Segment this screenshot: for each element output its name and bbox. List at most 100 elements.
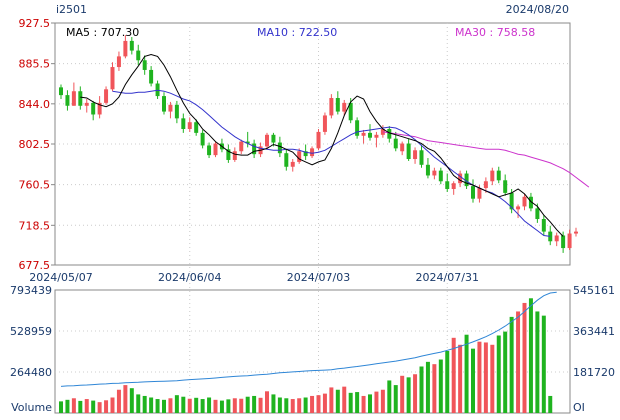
candle-up — [432, 170, 437, 176]
volume-bar — [528, 298, 533, 413]
volume-bar — [316, 395, 321, 413]
candle-down — [528, 196, 533, 209]
volume-bar — [490, 344, 495, 413]
candle-up — [316, 131, 321, 149]
price-tick-label: 760.5 — [19, 179, 51, 192]
candle-down — [509, 192, 514, 210]
candle-up — [361, 132, 366, 136]
candle-down — [200, 132, 205, 146]
volume-bar — [258, 397, 263, 413]
candle-down — [65, 95, 70, 106]
candle-up — [310, 148, 315, 157]
volume-bar — [290, 399, 295, 413]
volume-bar — [438, 359, 443, 413]
volume-bar — [509, 316, 514, 413]
volume-bar — [368, 394, 372, 413]
date-tick-label: 2024/07/03 — [287, 271, 350, 284]
volume-bar — [97, 402, 102, 413]
candle-up — [451, 183, 456, 190]
volume-bar — [342, 386, 347, 413]
volume-bar — [380, 389, 385, 413]
volume-bar — [149, 397, 154, 413]
volume-bar — [265, 391, 269, 413]
volume-bar — [207, 397, 212, 413]
candle-down — [181, 118, 186, 129]
volume-bar — [65, 399, 70, 413]
volume-bar — [200, 399, 205, 413]
candle-down — [425, 164, 430, 176]
volume-bar — [181, 396, 186, 413]
ma10-legend: MA10 : 722.50 — [257, 26, 337, 39]
candle-down — [142, 60, 147, 70]
candle-up — [374, 134, 379, 138]
volume-bar — [471, 348, 475, 413]
volume-bar — [110, 397, 115, 413]
candle-down — [387, 128, 392, 139]
candle-down — [471, 186, 475, 199]
volume-bar — [496, 335, 501, 413]
volume-bar — [155, 399, 160, 413]
candle-down — [149, 69, 154, 84]
volume-bar — [136, 394, 141, 413]
volume-bar — [71, 398, 76, 413]
volume-bar — [310, 395, 315, 413]
volume-bar — [329, 387, 334, 413]
volume-bar — [226, 399, 231, 413]
candle-down — [393, 138, 398, 149]
candle-up — [380, 128, 385, 135]
candle-down — [419, 150, 424, 165]
candle-down — [355, 120, 360, 136]
candle-down — [155, 83, 160, 97]
candle-down — [541, 219, 546, 232]
candle-up — [574, 231, 578, 234]
date-label: 2024/08/20 — [506, 3, 569, 16]
volume-bar — [400, 375, 405, 413]
volume-bar — [277, 397, 282, 413]
candle-down — [503, 180, 508, 193]
date-tick-label: 2024/07/31 — [416, 271, 479, 284]
candle-up — [168, 104, 173, 112]
volume-bar — [541, 315, 546, 413]
candle-down — [129, 40, 134, 51]
volume-bar — [284, 398, 289, 413]
candle-up — [413, 150, 418, 160]
candle-down — [445, 181, 450, 190]
candle-down — [174, 104, 179, 119]
candle-up — [97, 102, 102, 115]
candle-up — [232, 151, 237, 160]
candle-up — [187, 122, 192, 129]
candle-up — [239, 141, 244, 152]
candle-up — [567, 233, 572, 249]
candle-down — [406, 143, 411, 160]
candle-down — [252, 143, 257, 155]
volume-bar — [303, 397, 308, 413]
volume-bar — [104, 400, 109, 413]
candle-up — [522, 196, 527, 207]
candle-down — [207, 145, 212, 156]
date-tick-label: 2024/06/04 — [158, 271, 221, 284]
symbol-label: i2501 — [56, 3, 87, 16]
volume-bar — [374, 391, 379, 413]
candle-down — [561, 235, 566, 249]
volume-bar — [271, 394, 276, 413]
volume-bar — [213, 399, 218, 413]
candle-up — [116, 56, 121, 68]
volume-bar — [432, 364, 437, 413]
candle-up — [71, 91, 76, 106]
candle-up — [265, 134, 269, 147]
volume-tick-label: 528959 — [10, 325, 52, 338]
volume-bar — [361, 395, 366, 413]
candle-down — [162, 96, 166, 112]
candle-down — [284, 153, 289, 167]
candle-up — [110, 67, 115, 90]
candle-down — [91, 102, 96, 115]
volume-bar — [522, 302, 527, 413]
volume-bar — [297, 398, 302, 413]
volume-bar — [239, 398, 244, 413]
volume-bar — [348, 392, 353, 413]
volume-bar — [413, 374, 418, 413]
volume-bar — [464, 334, 469, 413]
volume-bar — [535, 311, 540, 413]
candle-up — [477, 188, 482, 199]
candle-down — [438, 170, 443, 182]
